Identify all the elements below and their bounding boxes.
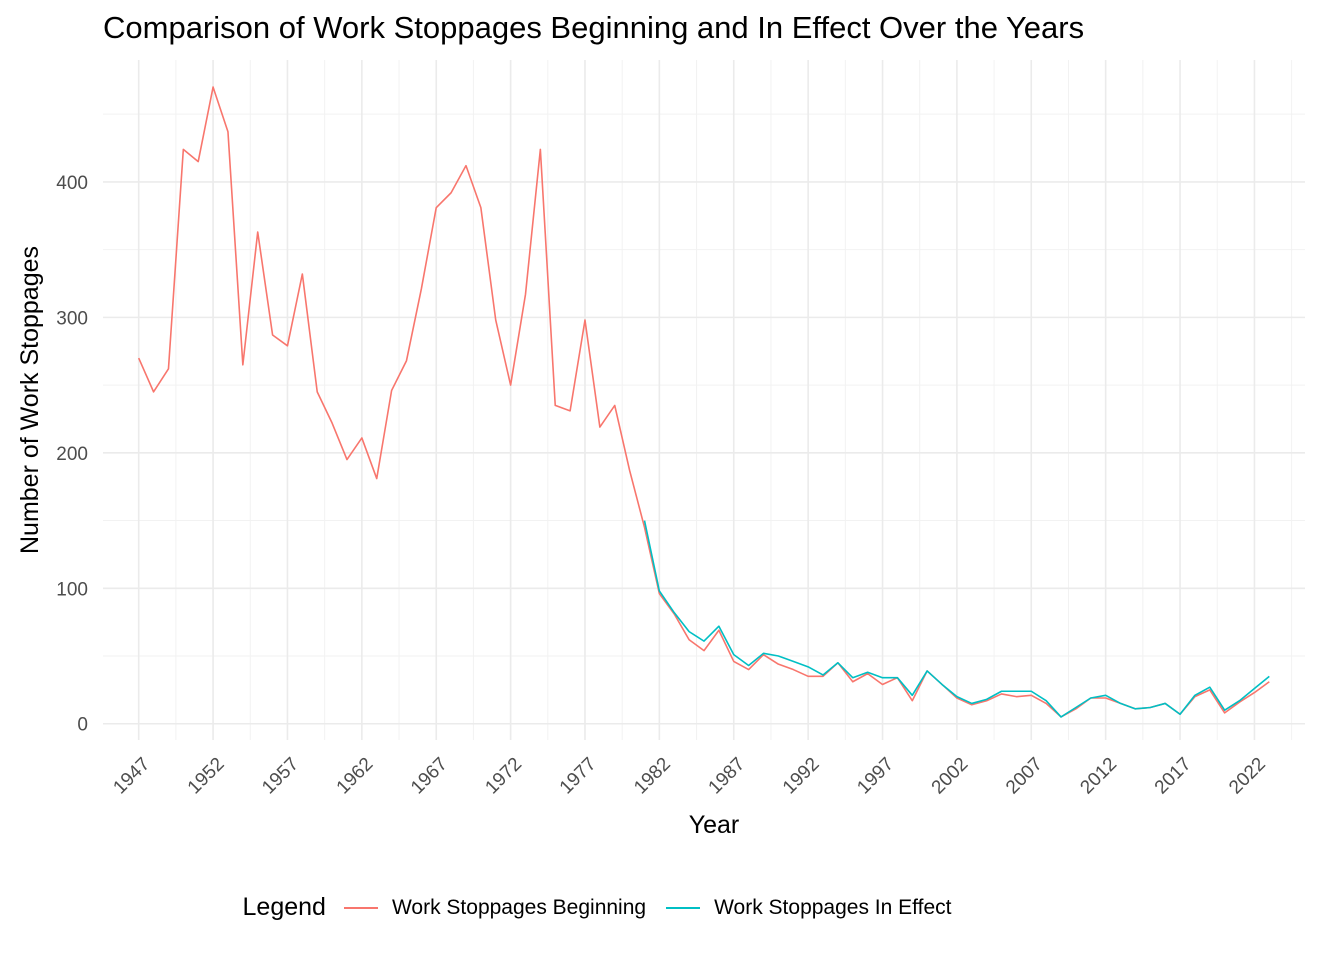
x-tick-label: 1977 bbox=[556, 754, 601, 799]
y-tick-label: 0 bbox=[77, 715, 88, 736]
y-tick-label: 200 bbox=[56, 444, 88, 465]
grid-lines bbox=[103, 60, 1305, 740]
y-tick-label: 400 bbox=[56, 173, 88, 194]
legend-key-beginning bbox=[343, 906, 378, 909]
chart-title: Comparison of Work Stoppages Beginning a… bbox=[103, 10, 1085, 45]
legend: Legend Work Stoppages Beginning Work Sto… bbox=[0, 893, 1344, 922]
x-tick-label: 1972 bbox=[481, 754, 526, 799]
legend-item-in-effect: Work Stoppages In Effect bbox=[666, 896, 951, 920]
x-tick-label: 1947 bbox=[109, 754, 154, 799]
x-tick-label: 1997 bbox=[853, 754, 898, 799]
legend-label-in-effect: Work Stoppages In Effect bbox=[714, 895, 952, 919]
x-tick-label: 1952 bbox=[184, 754, 229, 799]
series-lines bbox=[137, 86, 1270, 718]
x-tick-label: 1967 bbox=[407, 754, 452, 799]
x-tick-label: 2017 bbox=[1151, 754, 1196, 799]
legend-title: Legend bbox=[242, 893, 326, 921]
y-tick-label: 300 bbox=[56, 308, 88, 329]
x-tick-label: 2012 bbox=[1076, 754, 1121, 799]
x-tick-label: 2007 bbox=[1002, 754, 1047, 799]
legend-key-in-effect bbox=[666, 906, 701, 909]
legend-label-beginning: Work Stoppages Beginning bbox=[391, 895, 647, 919]
x-tick-label: 2002 bbox=[928, 754, 973, 799]
x-axis-title: Year bbox=[689, 811, 740, 839]
x-tick-label: 1982 bbox=[630, 754, 675, 799]
x-tick-label: 1992 bbox=[779, 754, 824, 799]
x-tick-label: 1962 bbox=[333, 754, 378, 799]
x-tick-label: 1987 bbox=[705, 754, 750, 799]
y-tick-labels: 0 100 200 300 400 bbox=[56, 173, 88, 736]
x-tick-label: 2022 bbox=[1225, 754, 1270, 799]
y-tick-label: 100 bbox=[56, 579, 88, 600]
y-axis-title: Number of Work Stoppages bbox=[16, 246, 44, 554]
x-tick-labels: 1947 1952 1957 1962 1967 1972 1977 1982 1987 1992… bbox=[109, 754, 1269, 799]
series-line-in-effect bbox=[643, 520, 1270, 718]
x-tick-label: 1957 bbox=[258, 754, 303, 799]
legend-item-beginning: Work Stoppages Beginning bbox=[343, 895, 647, 920]
